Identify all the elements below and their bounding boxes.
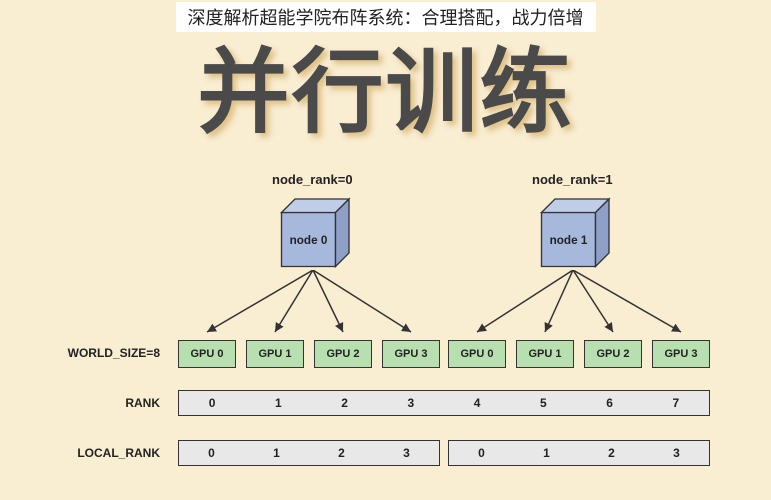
rank-cell: 5 <box>510 391 576 415</box>
node0-name: node 0 <box>290 234 328 247</box>
local-rank-cell: 3 <box>644 441 709 465</box>
node1-cube: node 1 <box>528 190 618 280</box>
main-title: 并行训练 <box>197 18 573 151</box>
local-rank-bar-1: 0 1 2 3 <box>448 440 710 466</box>
rank-cell: 3 <box>378 391 444 415</box>
gpu-box: GPU 0 <box>448 340 506 368</box>
node0-rank-label: node_rank=0 <box>272 172 353 187</box>
node1-rank-label: node_rank=1 <box>532 172 613 187</box>
diagram-container: node_rank=0 node 0 node_rank=1 node 1 <box>0 160 771 500</box>
local-rank-cell: 0 <box>449 441 514 465</box>
local-rank-cell: 3 <box>374 441 439 465</box>
gpu-box: GPU 3 <box>382 340 440 368</box>
local-rank-cell: 1 <box>514 441 579 465</box>
gpu-box: GPU 2 <box>314 340 372 368</box>
rank-cell: 4 <box>444 391 510 415</box>
node0-cube: node 0 <box>268 190 358 280</box>
local-rank-cell: 1 <box>244 441 309 465</box>
gpu-box: GPU 1 <box>246 340 304 368</box>
gpu-box: GPU 3 <box>652 340 710 368</box>
rank-label: RANK <box>40 396 160 410</box>
local-rank-cell: 2 <box>579 441 644 465</box>
gpu-box: GPU 0 <box>178 340 236 368</box>
node1-name: node 1 <box>550 234 588 247</box>
rank-cell: 7 <box>643 391 709 415</box>
rank-bar: 0 1 2 3 4 5 6 7 <box>178 390 710 416</box>
rank-cell: 6 <box>577 391 643 415</box>
rank-cell: 2 <box>312 391 378 415</box>
world-size-label: WORLD_SIZE=8 <box>40 346 160 360</box>
local-rank-cell: 0 <box>179 441 244 465</box>
rank-cell: 1 <box>245 391 311 415</box>
local-rank-cell: 2 <box>309 441 374 465</box>
local-rank-label: LOCAL_RANK <box>40 446 160 460</box>
caption-banner: 深度解析超能学院布阵系统：合理搭配，战力倍增 <box>176 2 596 32</box>
gpu-box: GPU 2 <box>584 340 642 368</box>
rank-cell: 0 <box>179 391 245 415</box>
node1-arrows <box>448 270 718 340</box>
gpu-box: GPU 1 <box>516 340 574 368</box>
local-rank-bar-0: 0 1 2 3 <box>178 440 440 466</box>
node0-arrows <box>178 270 448 340</box>
